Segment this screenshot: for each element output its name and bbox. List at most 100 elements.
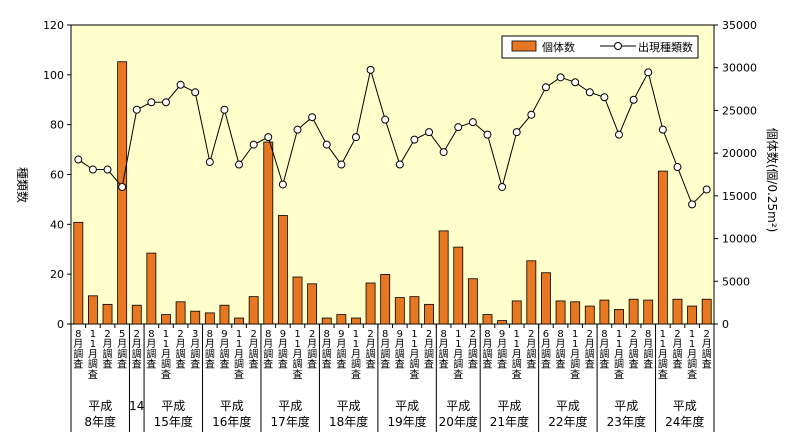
x-tick-label: 1 1 月調査 <box>614 329 624 381</box>
line-point <box>366 65 375 74</box>
x-tick-label: 1 1 月調査 <box>234 329 244 381</box>
y-right-tick-label: 10000 <box>722 233 757 246</box>
group-label-year: 8年度 <box>84 414 116 429</box>
line-point <box>541 83 550 92</box>
y-left-tick-label: 80 <box>50 119 64 132</box>
line-point <box>88 165 97 174</box>
line-point <box>264 133 273 142</box>
bar <box>409 296 420 325</box>
line-point <box>498 182 507 191</box>
bar <box>672 298 683 325</box>
legend: 個体数 出現種類数 <box>501 35 699 59</box>
line-point <box>278 180 287 189</box>
legend-label-individuals: 個体数 <box>542 40 575 54</box>
y-right-tick-label: 30000 <box>722 62 757 75</box>
group-label-year: 17年度 <box>271 414 310 429</box>
x-tick-label: 1 1 月調査 <box>570 329 580 381</box>
x-tick-label: 2 月調査 <box>132 329 142 371</box>
x-tick-label: 2 月調査 <box>629 329 639 371</box>
x-tick-label: 8 月調査 <box>263 329 273 371</box>
legend-bar-swatch <box>511 40 537 52</box>
bar <box>526 260 537 325</box>
x-tick-label: 1 1 月調査 <box>409 329 419 381</box>
bar <box>541 272 551 325</box>
y-right-tick-label: 35000 <box>722 19 757 32</box>
line-point <box>351 133 360 142</box>
bar <box>394 297 405 325</box>
line-point <box>585 88 594 97</box>
y-left-tick-label: 20 <box>50 268 64 281</box>
bar <box>102 303 113 325</box>
group-label-era: 平成 <box>446 399 470 413</box>
bar <box>599 299 610 325</box>
bar <box>351 317 361 325</box>
bar <box>190 310 201 325</box>
group-label-year: 16年度 <box>212 414 251 429</box>
y-left-tick-label: 40 <box>50 218 64 231</box>
line-point <box>220 105 229 114</box>
x-tick-label: 2 月調査 <box>307 329 317 371</box>
x-tick-label: 8 月調査 <box>73 329 83 371</box>
group-label-era: 平成 <box>88 399 112 413</box>
line-point <box>176 80 185 89</box>
legend-box <box>501 35 699 59</box>
x-tick-label: 8 月調査 <box>439 329 449 371</box>
x-tick-label: 8 月調査 <box>205 329 215 371</box>
group-label-era: 平成 <box>161 399 185 413</box>
x-tick-label: 2 月調査 <box>103 329 113 371</box>
group-label-era: 平成 <box>673 399 697 413</box>
group-label-era: 平成 <box>337 399 361 413</box>
x-tick-label: 9 月調査 <box>395 329 405 371</box>
line-point <box>322 140 331 149</box>
bar <box>146 252 157 325</box>
bar <box>204 312 215 325</box>
line-point <box>571 78 580 87</box>
bar <box>497 320 508 325</box>
line-point <box>439 148 448 157</box>
group-label-year: 18年度 <box>329 414 368 429</box>
line-point <box>205 158 214 167</box>
x-tick-label: 2 月調査 <box>366 329 376 371</box>
x-tick-label: 9 月調査 <box>497 329 507 371</box>
bar <box>555 300 566 325</box>
line-point <box>454 123 463 132</box>
y-right-axis-label: 個体数(個/0.25m²) <box>765 128 780 233</box>
group-label-year: 19年度 <box>387 414 426 429</box>
bar <box>424 303 434 325</box>
x-tick-label: 1 1 月調査 <box>161 329 171 381</box>
line-point <box>629 95 638 104</box>
group-label-year: 15年度 <box>154 414 193 429</box>
bar <box>614 309 624 325</box>
group-label-era: 平成 <box>220 399 244 413</box>
x-tick-label: 1 1 月調査 <box>293 329 303 381</box>
x-tick-label: 2 月調査 <box>176 329 186 371</box>
line-point <box>688 200 697 209</box>
bar <box>277 215 288 325</box>
line-point <box>381 115 390 124</box>
x-tick-label: 2 月調査 <box>526 329 536 371</box>
x-tick-label: 2 月調査 <box>702 329 712 371</box>
x-tick-label: 2 月調査 <box>672 329 682 371</box>
bar <box>73 221 84 325</box>
group-label-year: 24年度 <box>665 414 704 429</box>
bar <box>131 304 142 325</box>
line-point <box>293 125 302 134</box>
y-left-tick-label: 120 <box>43 19 64 32</box>
line-point <box>118 182 127 191</box>
line-point <box>512 128 521 137</box>
x-tick-label: 9 月調査 <box>219 329 229 371</box>
line-point <box>425 128 434 137</box>
x-tick-label: 8 月調査 <box>322 329 332 371</box>
group-label-era: 平成 <box>395 399 419 413</box>
bar <box>161 314 171 325</box>
y-left-tick-label: 60 <box>50 169 64 182</box>
bar <box>643 299 654 325</box>
group-label-era: 平成 <box>497 399 521 413</box>
x-tick-label: 6 月調査 <box>541 329 551 371</box>
line-point <box>132 105 141 114</box>
bar <box>87 295 98 325</box>
bar <box>453 246 464 325</box>
bars-layer <box>73 61 712 325</box>
bar <box>307 283 318 325</box>
bar <box>701 298 712 325</box>
